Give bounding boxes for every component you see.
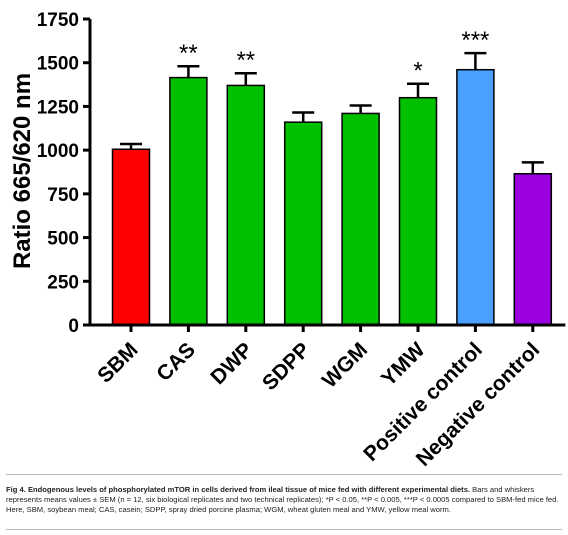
y-tick-label: 500 <box>47 229 79 250</box>
bar <box>111 148 151 326</box>
x-tick-label: CAS <box>152 338 200 386</box>
bar <box>456 68 495 326</box>
caption-divider <box>6 474 562 475</box>
x-tick-label: WGM <box>318 338 372 392</box>
x-tick-label: YMW <box>377 338 430 391</box>
y-axis-title: Ratio 665/620 nm <box>9 73 36 269</box>
y-tick-label: 1000 <box>37 141 79 162</box>
bar <box>226 84 266 326</box>
y-tick-label: 1500 <box>37 54 79 75</box>
bars <box>111 68 553 326</box>
significance-label: ** <box>236 47 255 74</box>
bar <box>398 96 438 326</box>
caption-title: Fig 4. Endogenous levels of phosphorylat… <box>6 485 471 494</box>
error-bar <box>407 82 429 98</box>
y-tick-label: 750 <box>47 185 79 206</box>
y-tick-label: 250 <box>47 272 79 293</box>
error-bars <box>120 51 544 174</box>
x-tick-label: SDPP <box>258 338 315 395</box>
significance-label: *** <box>461 27 489 54</box>
significance-markers: ** ** **** <box>179 27 489 85</box>
x-tick-label: DWP <box>206 338 257 389</box>
figure-caption: Fig 4. Endogenous levels of phosphorylat… <box>6 485 562 515</box>
error-bar <box>464 51 487 70</box>
y-tick-label: 1250 <box>37 97 79 118</box>
error-bar <box>120 142 142 150</box>
bar <box>341 112 380 326</box>
error-bar <box>292 111 315 123</box>
caption-text: Bars and whiskers represents means value… <box>6 485 559 514</box>
y-axis: 0 250 500 750 1000 1250 1500 1750 <box>37 10 92 337</box>
error-bar <box>177 64 200 78</box>
error-bar <box>521 161 544 174</box>
bar <box>169 76 208 326</box>
error-bar <box>349 104 372 114</box>
bottom-divider <box>6 529 562 530</box>
y-tick-label: 1750 <box>37 10 79 31</box>
error-bar <box>234 71 257 86</box>
significance-label: * <box>413 58 422 85</box>
bar <box>283 121 323 326</box>
y-tick-label: 0 <box>68 316 79 337</box>
bar <box>513 172 553 326</box>
x-tick-label: SBM <box>93 338 142 387</box>
significance-label: ** <box>179 40 198 67</box>
